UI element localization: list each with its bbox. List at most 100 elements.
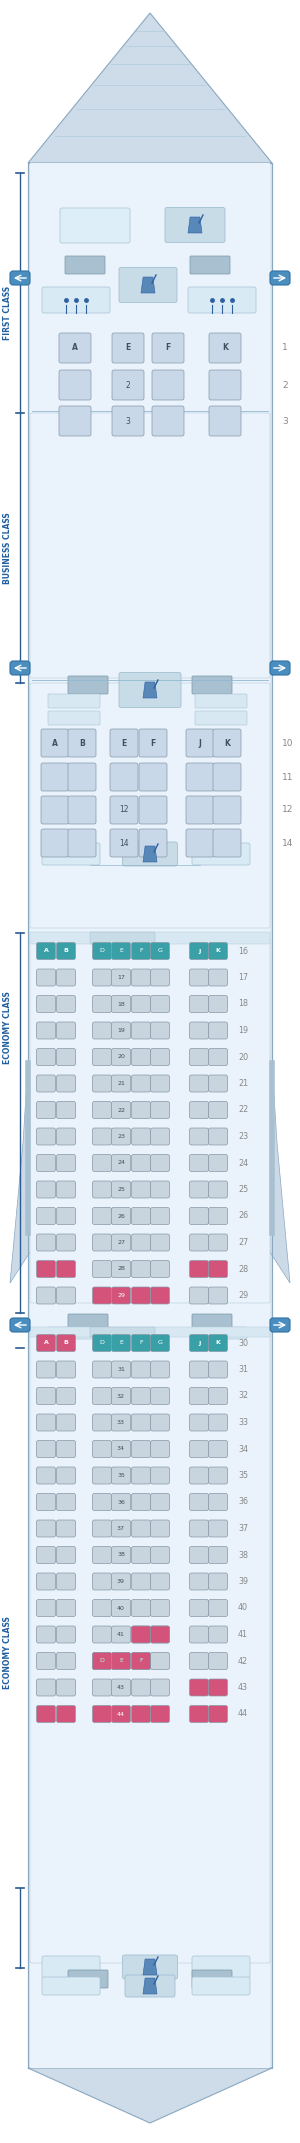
FancyBboxPatch shape: [151, 1547, 169, 1564]
FancyBboxPatch shape: [30, 1329, 270, 1963]
FancyBboxPatch shape: [131, 1207, 151, 1224]
FancyBboxPatch shape: [139, 829, 167, 857]
FancyBboxPatch shape: [151, 1022, 169, 1039]
FancyBboxPatch shape: [208, 1468, 227, 1483]
FancyBboxPatch shape: [131, 1260, 151, 1277]
FancyBboxPatch shape: [190, 1155, 208, 1172]
FancyBboxPatch shape: [42, 1978, 100, 1995]
FancyBboxPatch shape: [112, 1102, 130, 1119]
FancyBboxPatch shape: [37, 1234, 56, 1252]
FancyBboxPatch shape: [112, 1155, 130, 1172]
FancyBboxPatch shape: [208, 1102, 227, 1119]
FancyBboxPatch shape: [59, 332, 91, 362]
FancyBboxPatch shape: [56, 1288, 76, 1303]
FancyBboxPatch shape: [112, 332, 144, 362]
Text: E: E: [119, 949, 123, 954]
Text: F: F: [139, 949, 143, 954]
FancyBboxPatch shape: [208, 1234, 227, 1252]
FancyBboxPatch shape: [209, 371, 241, 401]
Text: D: D: [100, 1659, 104, 1663]
FancyBboxPatch shape: [41, 729, 69, 756]
FancyBboxPatch shape: [151, 1234, 169, 1252]
FancyBboxPatch shape: [56, 1022, 76, 1039]
Text: E: E: [119, 1659, 123, 1663]
Text: A: A: [44, 1342, 48, 1346]
FancyBboxPatch shape: [56, 1599, 76, 1616]
Text: 34: 34: [238, 1444, 248, 1453]
Text: A: A: [52, 739, 58, 748]
FancyBboxPatch shape: [208, 1440, 227, 1457]
FancyBboxPatch shape: [186, 763, 214, 791]
FancyBboxPatch shape: [42, 287, 110, 313]
Text: 22: 22: [238, 1106, 248, 1114]
FancyBboxPatch shape: [37, 1387, 56, 1404]
FancyBboxPatch shape: [151, 1706, 169, 1723]
FancyBboxPatch shape: [65, 255, 105, 274]
Text: 11: 11: [282, 771, 293, 782]
FancyBboxPatch shape: [190, 1547, 208, 1564]
FancyBboxPatch shape: [56, 1519, 76, 1537]
FancyBboxPatch shape: [152, 332, 184, 362]
FancyBboxPatch shape: [151, 1414, 169, 1432]
Text: 20: 20: [117, 1054, 125, 1059]
FancyBboxPatch shape: [92, 996, 112, 1011]
Text: 17: 17: [238, 973, 248, 981]
FancyBboxPatch shape: [30, 163, 270, 2068]
FancyBboxPatch shape: [131, 1706, 151, 1723]
Text: 35: 35: [238, 1470, 248, 1481]
FancyBboxPatch shape: [41, 829, 69, 857]
FancyBboxPatch shape: [37, 943, 56, 960]
FancyBboxPatch shape: [190, 1599, 208, 1616]
Text: 32: 32: [117, 1393, 125, 1399]
FancyBboxPatch shape: [92, 1207, 112, 1224]
Text: E: E: [119, 1342, 123, 1346]
Text: ECONOMY CLASS: ECONOMY CLASS: [4, 1616, 13, 1689]
FancyBboxPatch shape: [131, 1102, 151, 1119]
FancyBboxPatch shape: [152, 371, 184, 401]
FancyBboxPatch shape: [68, 829, 96, 857]
FancyBboxPatch shape: [131, 943, 151, 960]
FancyBboxPatch shape: [37, 1547, 56, 1564]
FancyBboxPatch shape: [190, 1102, 208, 1119]
FancyBboxPatch shape: [30, 414, 270, 677]
FancyBboxPatch shape: [208, 1207, 227, 1224]
Text: J: J: [199, 739, 201, 748]
FancyBboxPatch shape: [112, 1652, 130, 1669]
FancyBboxPatch shape: [112, 1022, 130, 1039]
FancyBboxPatch shape: [48, 694, 100, 707]
FancyBboxPatch shape: [37, 1127, 56, 1144]
Text: 14: 14: [282, 838, 293, 846]
FancyBboxPatch shape: [119, 673, 181, 707]
FancyBboxPatch shape: [56, 1207, 76, 1224]
Text: 28: 28: [117, 1267, 125, 1271]
FancyBboxPatch shape: [37, 1102, 56, 1119]
FancyBboxPatch shape: [37, 1678, 56, 1695]
FancyBboxPatch shape: [208, 1573, 227, 1590]
FancyBboxPatch shape: [112, 1414, 130, 1432]
Text: 40: 40: [238, 1603, 248, 1612]
FancyBboxPatch shape: [60, 208, 130, 242]
FancyBboxPatch shape: [131, 1414, 151, 1432]
Text: 39: 39: [117, 1579, 125, 1584]
FancyBboxPatch shape: [110, 829, 138, 857]
FancyBboxPatch shape: [208, 1519, 227, 1537]
FancyBboxPatch shape: [112, 1468, 130, 1483]
FancyBboxPatch shape: [208, 1361, 227, 1378]
FancyBboxPatch shape: [131, 1361, 151, 1378]
Text: J: J: [198, 949, 200, 954]
FancyBboxPatch shape: [92, 1652, 112, 1669]
FancyBboxPatch shape: [30, 939, 270, 1303]
Text: 1: 1: [282, 343, 288, 351]
FancyBboxPatch shape: [131, 1573, 151, 1590]
Text: 27: 27: [117, 1241, 125, 1245]
FancyBboxPatch shape: [213, 763, 241, 791]
Polygon shape: [28, 163, 272, 2068]
FancyBboxPatch shape: [37, 1494, 56, 1511]
FancyBboxPatch shape: [190, 1468, 208, 1483]
FancyBboxPatch shape: [190, 1706, 208, 1723]
FancyBboxPatch shape: [151, 1335, 169, 1352]
FancyBboxPatch shape: [270, 270, 290, 285]
Text: 32: 32: [238, 1391, 248, 1402]
FancyBboxPatch shape: [190, 1048, 208, 1065]
Text: 25: 25: [117, 1187, 125, 1192]
